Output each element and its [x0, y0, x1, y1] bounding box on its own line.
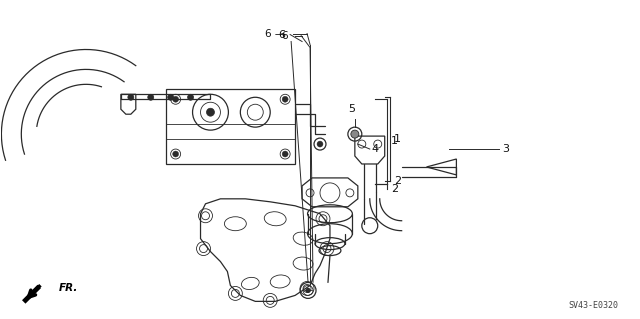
- Circle shape: [282, 96, 288, 102]
- Circle shape: [148, 94, 154, 100]
- Text: 6 —: 6 —: [265, 29, 285, 39]
- Circle shape: [306, 288, 310, 293]
- Circle shape: [173, 96, 179, 102]
- Text: 4: 4: [372, 144, 379, 154]
- Text: SV43-E0320: SV43-E0320: [569, 301, 619, 310]
- Circle shape: [128, 94, 134, 100]
- Text: 2: 2: [390, 184, 398, 194]
- Text: 6: 6: [282, 31, 288, 41]
- Text: 1: 1: [390, 136, 397, 146]
- Text: FR.: FR.: [59, 284, 79, 293]
- Text: 6: 6: [278, 30, 285, 40]
- Text: 3: 3: [502, 144, 509, 154]
- Circle shape: [317, 141, 323, 147]
- Text: 1: 1: [394, 134, 401, 144]
- Circle shape: [351, 130, 359, 138]
- Circle shape: [207, 108, 214, 116]
- Circle shape: [282, 151, 288, 157]
- Circle shape: [168, 94, 173, 100]
- Text: 5: 5: [348, 104, 355, 114]
- Circle shape: [173, 151, 179, 157]
- Text: 2: 2: [394, 176, 401, 186]
- Circle shape: [188, 94, 193, 100]
